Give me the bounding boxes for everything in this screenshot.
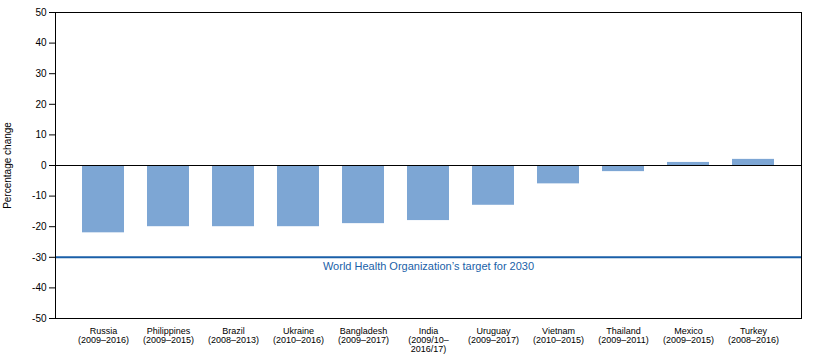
svg-text:Mexico(2009–2015): Mexico(2009–2015) xyxy=(663,326,714,345)
svg-text:-40: -40 xyxy=(32,282,47,293)
svg-text:Thailand(2009–2011): Thailand(2009–2011) xyxy=(598,326,648,345)
svg-text:10: 10 xyxy=(35,129,47,140)
svg-text:Russia(2009–2016): Russia(2009–2016) xyxy=(78,326,129,345)
svg-text:Ukraine(2010–2016): Ukraine(2010–2016) xyxy=(273,326,324,345)
svg-text:Vietnam(2010–2015): Vietnam(2010–2015) xyxy=(533,326,584,345)
svg-text:Turkey(2008–2016): Turkey(2008–2016) xyxy=(728,326,779,345)
svg-text:50: 50 xyxy=(35,7,47,18)
svg-text:-30: -30 xyxy=(32,251,47,262)
svg-text:World Health Organization’s ta: World Health Organization’s target for 2… xyxy=(323,260,534,272)
svg-text:0: 0 xyxy=(41,160,47,171)
svg-text:Bangladesh(2009–2017): Bangladesh(2009–2017) xyxy=(338,326,389,345)
svg-text:-10: -10 xyxy=(32,190,47,201)
svg-text:-50: -50 xyxy=(32,313,47,324)
svg-text:Philippines(2009–2015): Philippines(2009–2015) xyxy=(143,326,194,345)
svg-text:Percentage change: Percentage change xyxy=(2,122,13,209)
svg-text:40: 40 xyxy=(35,37,47,48)
svg-text:20: 20 xyxy=(35,99,47,110)
svg-text:30: 30 xyxy=(35,68,47,79)
svg-text:-20: -20 xyxy=(32,221,47,232)
svg-text:Brazil(2008–2013): Brazil(2008–2013) xyxy=(208,326,259,345)
svg-text:India(2009/10–2016/17): India(2009/10–2016/17) xyxy=(408,326,449,354)
svg-text:Uruguay(2009–2017): Uruguay(2009–2017) xyxy=(468,326,519,345)
